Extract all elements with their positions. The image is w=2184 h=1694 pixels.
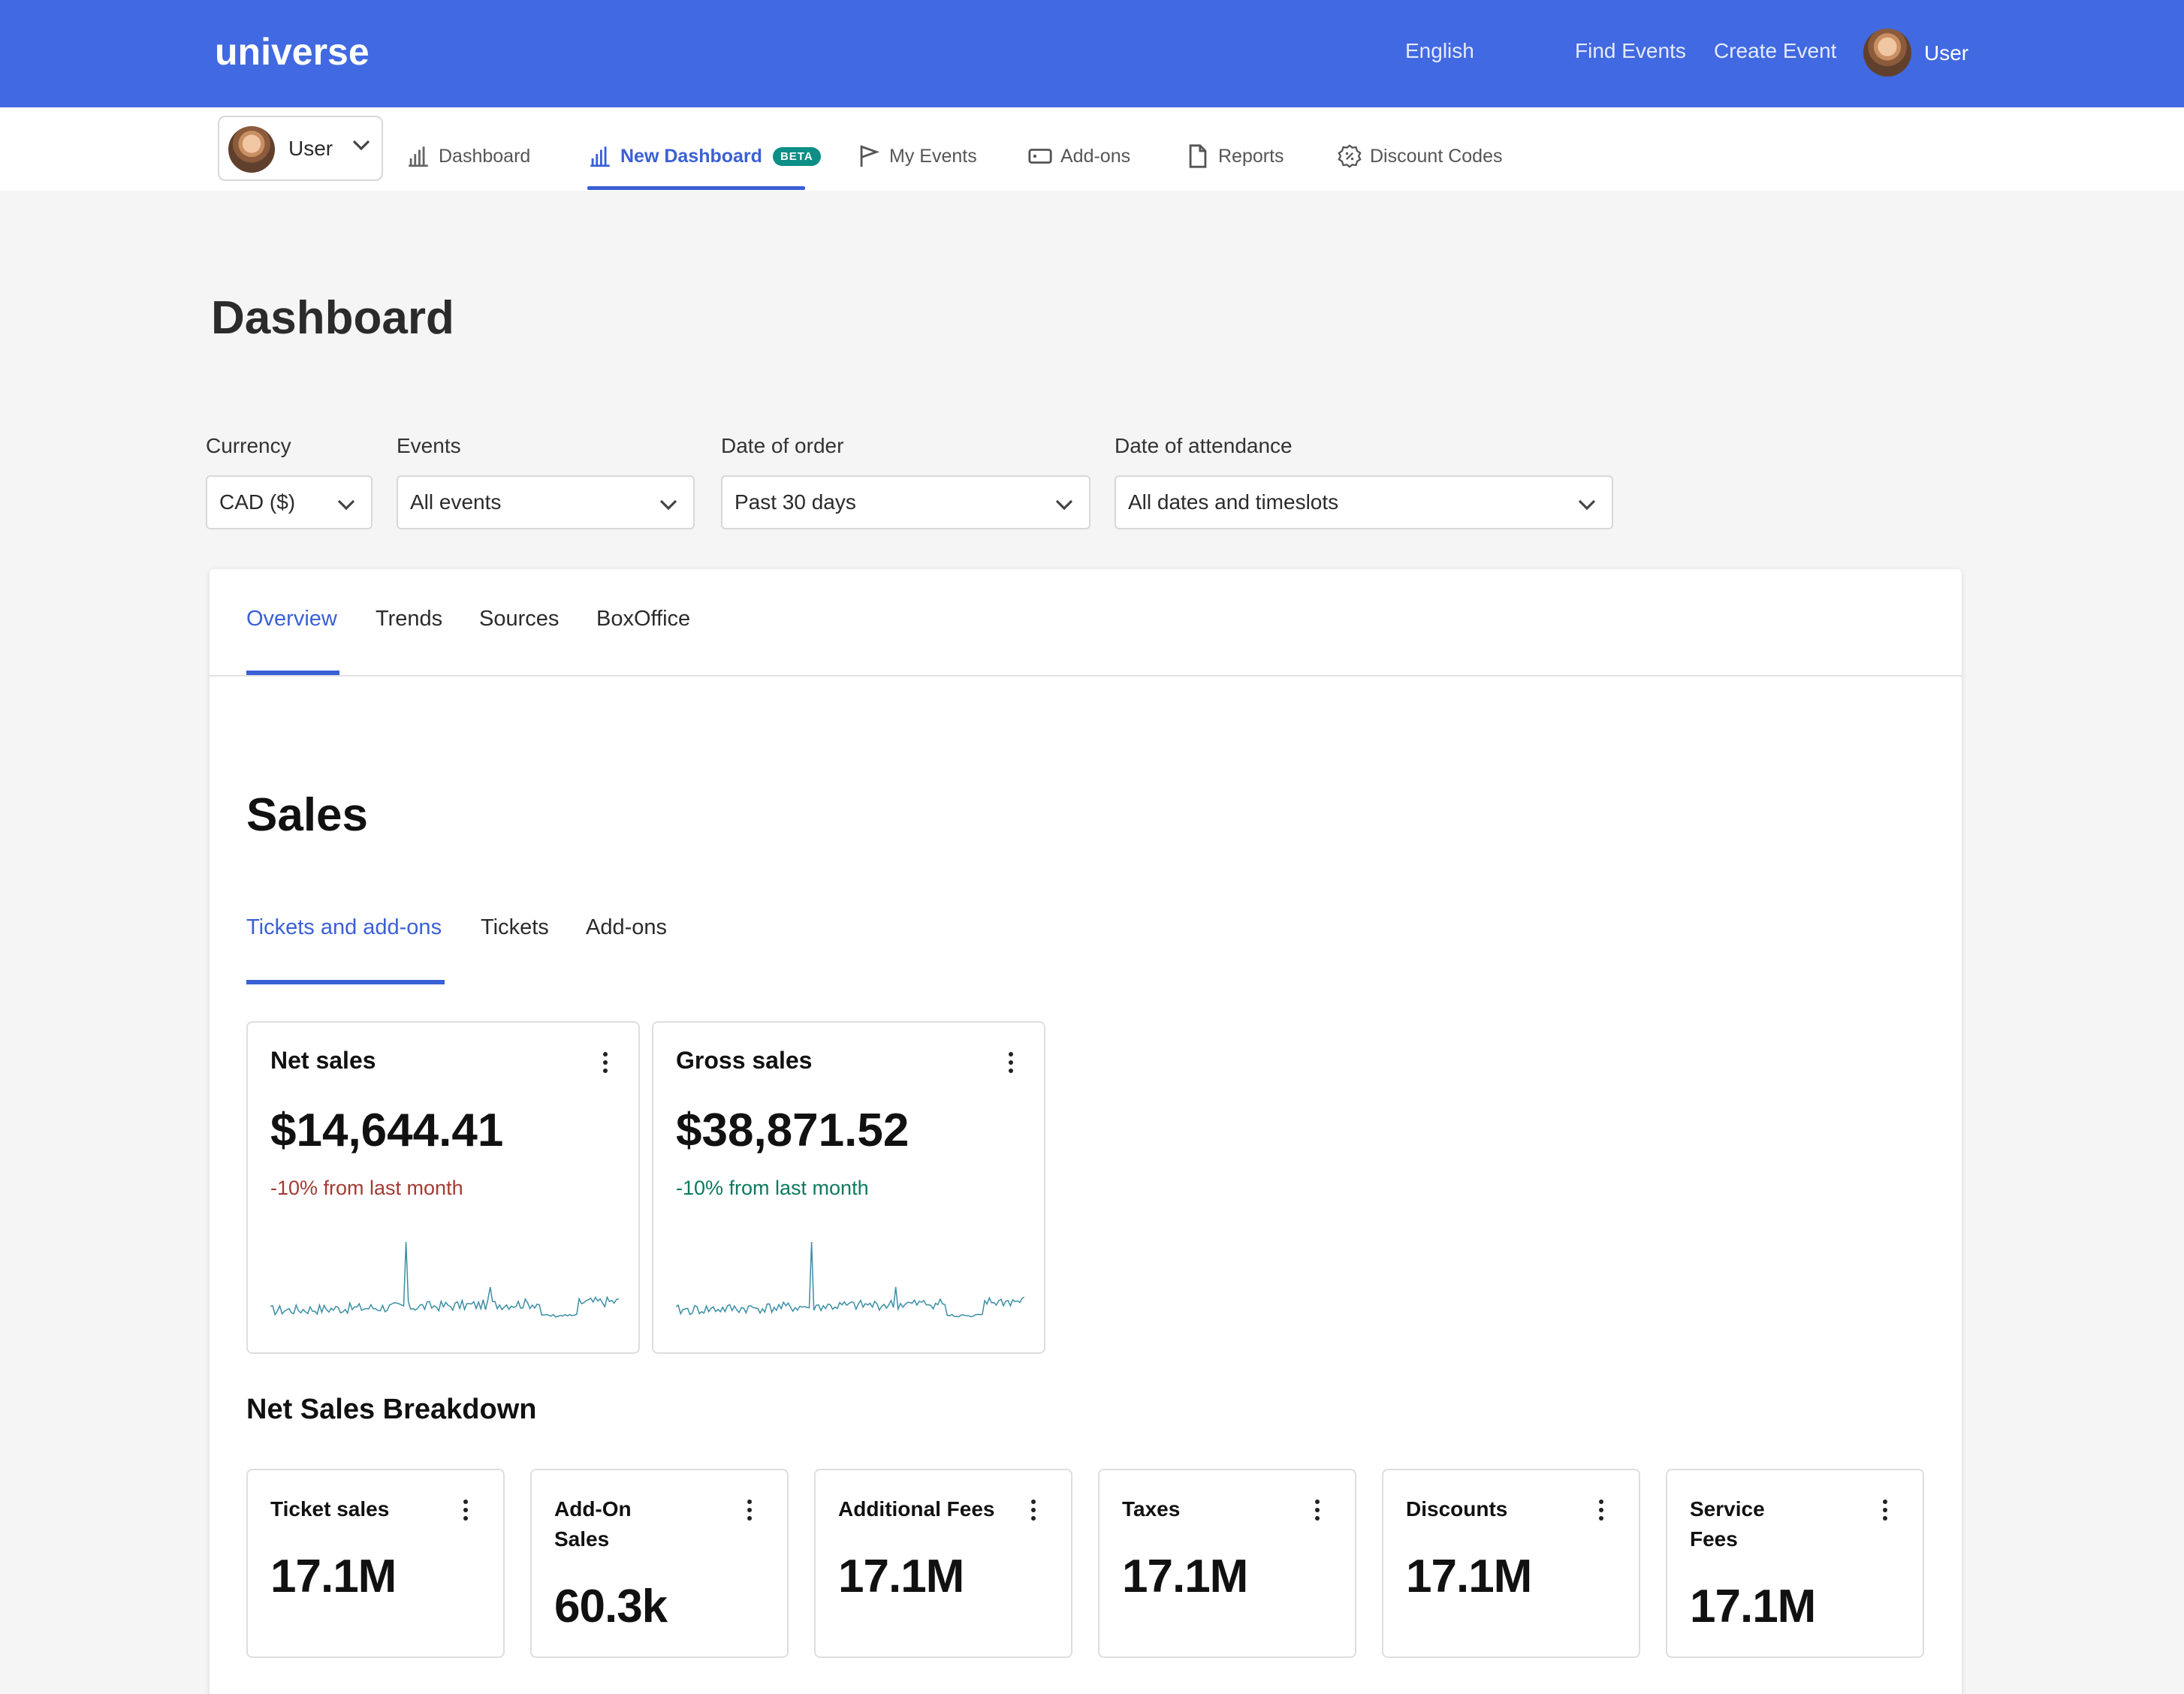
nav-discount-codes-label: Discount Codes	[1370, 145, 1503, 167]
gross-sales-card: Gross sales $38,871.52 -10% from last mo…	[652, 1021, 1045, 1354]
date-of-order-label: Date of order	[721, 434, 844, 457]
flag-icon	[860, 145, 880, 167]
top-header: universe English Find Events Create Even…	[0, 0, 2184, 107]
additional-fees-card: Additional Fees 17.1M	[814, 1469, 1072, 1658]
kebab-menu-icon[interactable]	[1314, 1499, 1320, 1521]
kebab-menu-icon[interactable]	[463, 1499, 469, 1521]
service-fees-card: Service Fees 17.1M	[1666, 1469, 1924, 1658]
user-avatar[interactable]	[1863, 29, 1911, 77]
ticket-icon	[1028, 149, 1052, 164]
discounts-card: Discounts 17.1M	[1382, 1469, 1640, 1658]
service-fees-value: 17.1M	[1690, 1581, 1816, 1632]
nav-reports[interactable]: Reports	[1185, 143, 1284, 170]
date-of-attendance-select[interactable]: All dates and timeslots	[1115, 475, 1613, 529]
additional-fees-value: 17.1M	[838, 1551, 964, 1602]
page-title: Dashboard	[211, 292, 454, 344]
user-select[interactable]: User	[218, 116, 383, 181]
taxes-value: 17.1M	[1122, 1551, 1248, 1602]
add-on-sales-value: 60.3k	[554, 1581, 668, 1632]
user-select-label: User	[288, 137, 333, 160]
gross-sales-sparkline	[676, 1241, 1024, 1318]
discounts-title: Discounts	[1406, 1497, 1508, 1521]
nav-my-events[interactable]: My Events	[856, 143, 977, 170]
events-label: Events	[397, 434, 461, 457]
net-sales-card: Net sales $14,644.41 -10% from last mont…	[246, 1021, 640, 1354]
nav-dashboard-label: Dashboard	[439, 145, 531, 167]
taxes-card: Taxes 17.1M	[1098, 1469, 1356, 1658]
ticket-sales-card: Ticket sales 17.1M	[246, 1469, 505, 1658]
nav-reports-label: Reports	[1218, 145, 1284, 167]
kebab-menu-icon[interactable]	[1008, 1051, 1014, 1074]
create-event-link[interactable]: Create Event	[1714, 39, 1837, 62]
additional-fees-title: Additional Fees	[838, 1497, 995, 1521]
discount-icon	[1338, 144, 1362, 168]
user-menu-link[interactable]: User	[1924, 41, 1969, 65]
universe-logo[interactable]: universe	[215, 31, 370, 73]
gross-sales-title: Gross sales	[676, 1047, 813, 1074]
net-sales-delta: -10% from last month	[270, 1177, 463, 1199]
kebab-menu-icon[interactable]	[1030, 1499, 1036, 1521]
tab-overview[interactable]: Overview	[246, 607, 337, 631]
nav-discount-codes[interactable]: Discount Codes	[1337, 143, 1502, 170]
bar-chart-icon	[409, 146, 428, 167]
tabs-divider	[210, 675, 1962, 677]
date-of-order-value: Past 30 days	[735, 490, 856, 514]
currency-value: CAD ($)	[219, 490, 296, 514]
discounts-value: 17.1M	[1406, 1551, 1532, 1602]
nav-add-ons[interactable]: Add-ons	[1027, 143, 1130, 170]
date-of-attendance-label: Date of attendance	[1115, 434, 1293, 457]
tab-trends[interactable]: Trends	[376, 607, 443, 631]
add-on-sales-card: Add-On Sales 60.3k	[530, 1469, 789, 1658]
document-icon	[1189, 144, 1207, 168]
bar-chart-icon	[590, 146, 610, 167]
date-of-attendance-value: All dates and timeslots	[1128, 490, 1339, 514]
events-value: All events	[410, 490, 502, 514]
chevron-down-icon	[337, 499, 355, 511]
gross-sales-delta: -10% from last month	[676, 1177, 869, 1199]
currency-label: Currency	[206, 434, 291, 457]
kebab-menu-icon[interactable]	[1598, 1499, 1604, 1521]
subtab-active-indicator	[246, 980, 445, 984]
ticket-sales-value: 17.1M	[270, 1551, 397, 1602]
taxes-title: Taxes	[1122, 1497, 1181, 1521]
subtab-tickets[interactable]: Tickets	[481, 915, 549, 939]
net-sales-breakdown-title: Net Sales Breakdown	[246, 1394, 537, 1425]
sales-title: Sales	[246, 789, 369, 841]
date-of-order-select[interactable]: Past 30 days	[721, 475, 1090, 529]
subtab-tickets-and-add-ons[interactable]: Tickets and add-ons	[246, 915, 442, 939]
chevron-down-icon	[659, 499, 677, 511]
kebab-menu-icon[interactable]	[602, 1051, 608, 1074]
nav-new-dashboard[interactable]: New Dashboard BETA	[587, 143, 821, 170]
chevron-down-icon	[352, 140, 370, 151]
kebab-menu-icon[interactable]	[1882, 1499, 1888, 1521]
net-sales-title: Net sales	[270, 1047, 376, 1074]
find-events-link[interactable]: Find Events	[1575, 39, 1686, 62]
nav-my-events-label: My Events	[889, 145, 977, 167]
subtab-add-ons[interactable]: Add-ons	[586, 915, 668, 939]
kebab-menu-icon[interactable]	[747, 1499, 753, 1521]
tab-sources[interactable]: Sources	[479, 607, 560, 631]
nav-active-indicator	[587, 186, 805, 190]
nav-add-ons-label: Add-ons	[1060, 145, 1131, 167]
nav-new-dashboard-label: New Dashboard	[620, 145, 762, 167]
chevron-down-icon	[1055, 499, 1073, 511]
net-sales-value: $14,644.41	[270, 1105, 504, 1156]
language-selector[interactable]: English	[1405, 39, 1474, 62]
gross-sales-value: $38,871.52	[676, 1105, 909, 1156]
net-sales-sparkline	[270, 1241, 619, 1318]
events-select[interactable]: All events	[397, 475, 695, 529]
tab-boxoffice[interactable]: BoxOffice	[596, 607, 691, 631]
service-fees-title: Service Fees	[1690, 1497, 1765, 1551]
tab-active-indicator	[246, 671, 339, 675]
chevron-down-icon	[1578, 499, 1596, 511]
ticket-sales-title: Ticket sales	[270, 1497, 390, 1521]
add-on-sales-title: Add-On Sales	[554, 1497, 632, 1551]
beta-badge: BETA	[772, 146, 821, 166]
currency-select[interactable]: CAD ($)	[206, 475, 373, 529]
nav-dashboard[interactable]: Dashboard	[406, 143, 530, 170]
user-select-avatar	[228, 126, 275, 173]
